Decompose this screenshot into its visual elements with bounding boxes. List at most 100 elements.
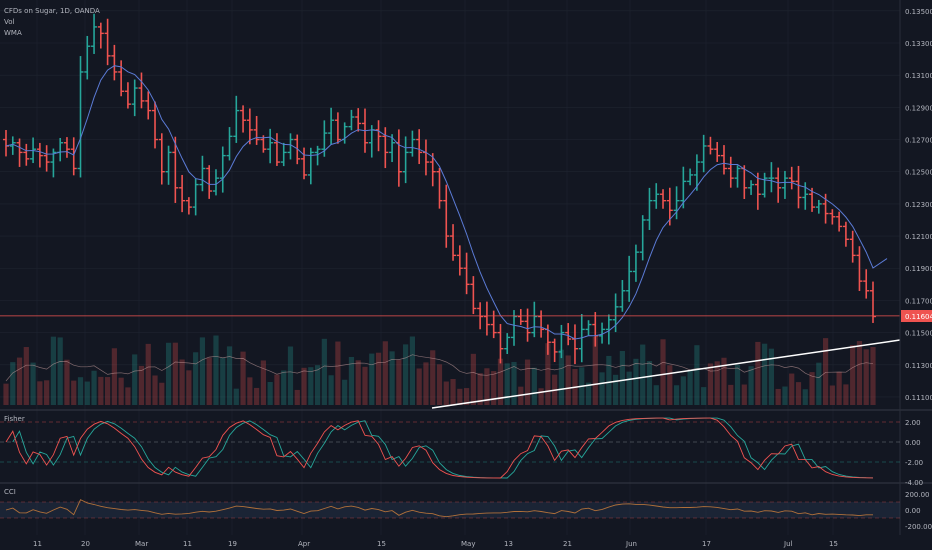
ohlc-bar[interactable] [497,324,504,364]
ohlc-bar[interactable] [538,310,545,338]
chart-title[interactable]: CFDs on Sugar, 1D, OANDA [4,7,100,15]
ohlc-bar[interactable] [836,211,843,232]
ohlc-bar[interactable] [727,156,734,188]
ohlc-bar[interactable] [240,105,247,133]
ohlc-bar[interactable] [84,35,91,80]
ohlc-bar[interactable] [63,137,70,158]
ohlc-bar[interactable] [104,18,111,66]
ohlc-bar[interactable] [483,301,490,336]
ohlc-bar[interactable] [212,169,219,196]
ohlc-bar[interactable] [341,122,348,144]
ohlc-bar[interactable] [301,147,308,180]
ohlc-bar[interactable] [707,136,714,155]
ohlc-bar[interactable] [111,44,118,81]
ohlc-bar[interactable] [280,142,287,167]
ohlc-bar[interactable] [436,167,443,209]
ohlc-bar[interactable] [416,129,423,165]
ohlc-bar[interactable] [504,333,511,355]
ohlc-bar[interactable] [585,320,592,336]
ohlc-bar[interactable] [687,168,694,186]
wma-legend[interactable]: WMA [4,29,22,37]
price-bars[interactable] [3,13,876,365]
ohlc-bar[interactable] [842,221,849,247]
ohlc-bar[interactable] [199,155,206,192]
ohlc-bar[interactable] [849,230,856,263]
ohlc-bar[interactable] [348,109,355,131]
ohlc-bar[interactable] [795,165,802,209]
ohlc-bar[interactable] [632,244,639,282]
ohlc-bar[interactable] [463,252,470,295]
ohlc-bar[interactable] [443,184,450,248]
ohlc-bar[interactable] [571,324,578,365]
ohlc-bar[interactable] [9,136,16,155]
ohlc-bar[interactable] [50,148,57,178]
ohlc-bar[interactable] [152,101,159,149]
ohlc-bar[interactable] [693,154,700,191]
ohlc-bar[interactable] [16,138,23,167]
ohlc-bar[interactable] [599,322,606,344]
ohlc-bar[interactable] [118,60,125,97]
trend-line[interactable] [431,339,901,409]
ohlc-bar[interactable] [158,133,165,185]
ohlc-bar[interactable] [328,107,335,145]
ohlc-bar[interactable] [639,215,646,261]
ohlc-bar[interactable] [273,133,280,166]
ohlc-bar[interactable] [395,129,402,187]
ohlc-bar[interactable] [680,166,687,209]
ohlc-bar[interactable] [355,108,362,132]
time-axis[interactable]: 11 20 Mar 11 19 Apr 15 May 13 21 Jun 17 Jul 15 [33,540,838,548]
ohlc-bar[interactable] [382,127,389,169]
ohlc-bar[interactable] [138,72,145,109]
ohlc-bar[interactable] [314,145,321,166]
ohlc-bar[interactable] [192,178,199,216]
ohlc-bar[interactable] [253,115,260,145]
ohlc-bar[interactable] [720,145,727,175]
ohlc-bar[interactable] [409,130,416,157]
ohlc-bar[interactable] [815,199,822,214]
ohlc-bar[interactable] [856,246,863,291]
ohlc-bar[interactable] [470,276,477,315]
ohlc-bar[interactable] [612,293,619,333]
ohlc-bar[interactable] [334,112,341,144]
ohlc-bar[interactable] [43,145,50,172]
ohlc-bar[interactable] [788,166,795,190]
ohlc-bar[interactable] [70,137,77,176]
ohlc-bar[interactable] [219,146,226,193]
ohlc-bar[interactable] [165,145,172,185]
ohlc-bar[interactable] [179,174,186,213]
volume-legend[interactable]: Vol [4,18,15,26]
ohlc-bar[interactable] [524,308,531,342]
ohlc-bar[interactable] [551,338,558,363]
ohlc-bar[interactable] [517,309,524,325]
ohlc-bar[interactable] [775,167,782,203]
ohlc-bar[interactable] [646,187,653,230]
ohlc-bar[interactable] [226,127,233,161]
ohlc-bar[interactable] [287,133,294,160]
ohlc-bar[interactable] [673,186,680,220]
ohlc-bar[interactable] [565,323,572,346]
ohlc-bar[interactable] [97,22,104,49]
ohlc-bar[interactable] [768,162,775,193]
ohlc-bar[interactable] [422,139,429,176]
ohlc-bar[interactable] [57,137,64,162]
ohlc-bar[interactable] [402,136,409,184]
ohlc-bar[interactable] [131,79,138,117]
ohlc-bar[interactable] [558,324,565,359]
ohlc-bar[interactable] [829,209,836,225]
ohlc-bar[interactable] [233,95,240,143]
ohlc-bar[interactable] [700,134,707,173]
ohlc-bar[interactable] [91,13,98,54]
ohlc-bar[interactable] [653,183,660,209]
ohlc-bar[interactable] [605,314,612,345]
ohlc-bar[interactable] [714,141,721,162]
ohlc-bar[interactable] [185,197,192,215]
ohlc-bar[interactable] [748,180,755,195]
ohlc-bar[interactable] [754,172,761,210]
price-axis[interactable]: 0.13500 0.13300 0.13100 0.12900 0.12700 0.125… [905,8,932,402]
ohlc-bar[interactable] [36,142,43,168]
ohlc-bar[interactable] [761,172,768,198]
ohlc-bar[interactable] [660,189,667,209]
cci-legend[interactable]: CCI [4,488,16,496]
ohlc-bar[interactable] [531,301,538,338]
